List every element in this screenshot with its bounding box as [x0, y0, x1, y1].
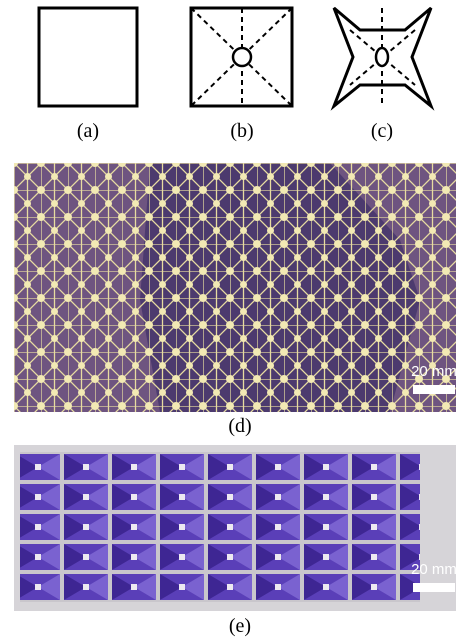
- scale-bar-label: 20 mm: [411, 363, 457, 380]
- panel-label: (e): [229, 615, 251, 637]
- folded-pattern: [334, 8, 431, 106]
- waterbomb-pattern: [191, 8, 292, 106]
- panel-label: (c): [371, 120, 393, 142]
- square-pattern: [39, 8, 137, 106]
- panel-label: (d): [228, 415, 251, 437]
- folded-sheet-photo: [14, 445, 456, 611]
- scale-bar-label: 20 mm: [411, 561, 457, 578]
- panel-label: (b): [230, 120, 253, 142]
- figure: (a) (b) (c) 20 mm (d) 20 mm (e): [0, 0, 468, 641]
- panel-label: (a): [77, 120, 99, 142]
- flat-sheet-photo: [14, 163, 456, 412]
